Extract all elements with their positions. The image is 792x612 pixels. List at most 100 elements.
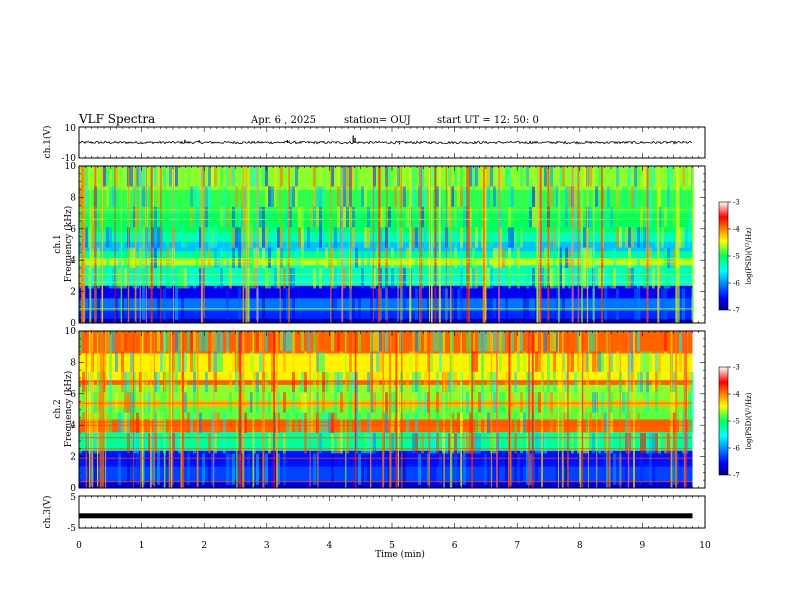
spectrogram-texture: [445, 392, 448, 413]
ch3-waveform-ylabel: ch.3(V): [42, 496, 53, 529]
spectrogram-texture: [220, 351, 223, 372]
spectrogram-texture: [334, 227, 337, 248]
spectrogram-texture: [559, 206, 562, 228]
spectrogram-texture: [469, 227, 472, 248]
spectrogram-texture: [91, 268, 94, 289]
spectrogram-texture: [688, 288, 691, 320]
spectrogram-streak: [82, 166, 85, 323]
spectrogram-streak: [150, 331, 152, 488]
spectrogram-texture: [313, 186, 316, 207]
spectrogram-texture: [364, 227, 367, 248]
spectrogram-streak: [528, 331, 530, 488]
spectrogram-texture: [451, 186, 454, 207]
spectrogram-texture: [562, 166, 565, 187]
spectrogram-texture: [529, 392, 532, 413]
spectrogram-texture: [259, 331, 262, 352]
spectrogram-texture: [376, 227, 379, 248]
spectrogram-streak: [428, 166, 430, 323]
spectrogram-texture: [364, 186, 367, 207]
spectrogram-texture: [421, 247, 424, 269]
spectrogram-texture: [355, 166, 358, 187]
spectrogram-texture: [292, 331, 295, 352]
spectrogram-texture: [271, 206, 274, 228]
spectrogram-texture: [202, 268, 205, 289]
spectrogram-texture: [166, 371, 169, 393]
spectrogram-streak: [419, 166, 421, 323]
spectrogram-texture: [445, 371, 448, 393]
spectrogram-texture: [412, 166, 415, 187]
spectrogram-texture: [583, 227, 586, 248]
spectrogram-texture: [295, 186, 298, 207]
spectrogram-texture: [490, 268, 493, 289]
spectrogram-texture: [250, 351, 253, 372]
spectrogram-texture: [544, 247, 547, 269]
spectrogram-texture: [352, 288, 355, 320]
spectrogram-texture: [364, 433, 367, 454]
spectrogram-texture: [460, 227, 463, 248]
spectrogram-texture: [673, 392, 676, 413]
spectrogram-texture: [334, 412, 337, 434]
spectrogram-texture: [82, 412, 85, 434]
spectrogram-texture: [253, 392, 256, 413]
spectrogram-texture: [127, 433, 130, 454]
spectrogram-texture: [346, 433, 349, 454]
spectrogram-streak: [97, 331, 99, 488]
spectrogram-texture: [262, 227, 265, 248]
spectrogram-texture: [616, 351, 619, 372]
time-tick-label: 0: [76, 541, 82, 551]
spectrogram-texture: [250, 268, 253, 289]
spectrogram-texture: [424, 371, 427, 393]
spectrogram-texture: [253, 247, 256, 269]
spectrogram-texture: [439, 392, 442, 413]
ch1-colorbar-gradient: [718, 201, 729, 311]
spectrogram-texture: [412, 433, 415, 454]
spectrogram-texture: [463, 453, 466, 485]
spectrogram-texture: [460, 166, 463, 187]
spectrogram-texture: [688, 227, 691, 248]
spectrogram-texture: [415, 227, 418, 248]
spectrogram-texture: [283, 453, 286, 485]
spectrogram-texture: [367, 412, 370, 434]
spectrogram-texture: [475, 166, 478, 187]
spectrogram-texture: [232, 206, 235, 228]
spectrogram-texture: [373, 433, 376, 454]
spectrogram-texture: [634, 186, 637, 207]
spectrogram-texture: [478, 331, 481, 352]
spectrogram-texture: [124, 412, 127, 434]
spectrogram-texture: [337, 206, 340, 228]
spectrogram-texture: [604, 433, 607, 454]
spectrogram-texture: [613, 453, 616, 485]
spectrogram-texture: [274, 186, 277, 207]
spectrogram-texture: [175, 331, 178, 352]
spectrogram-texture: [307, 412, 310, 434]
spectrogram-texture: [679, 412, 682, 434]
spectrogram-texture: [673, 412, 676, 434]
spectrogram-texture: [508, 166, 511, 187]
spectrogram-texture: [235, 227, 238, 248]
spectrogram-texture: [265, 331, 268, 352]
spectrogram-texture: [217, 247, 220, 269]
spectrogram-texture: [532, 206, 535, 228]
spectrogram-texture: [487, 247, 490, 269]
spectrogram-texture: [277, 227, 280, 248]
spectrogram-texture: [343, 206, 346, 228]
spectrogram-texture: [211, 453, 214, 485]
spectrogram-texture: [250, 206, 253, 228]
spectrogram-texture: [301, 227, 304, 248]
spectrogram-texture: [127, 371, 130, 393]
spectrogram-texture: [226, 166, 229, 187]
spectrogram-streak: [133, 331, 135, 488]
spectrogram-texture: [604, 268, 607, 289]
spectrogram-texture: [541, 268, 544, 289]
spectrogram-texture: [574, 206, 577, 228]
spectrogram-texture: [337, 331, 340, 352]
spectrogram-texture: [655, 433, 658, 454]
spectrogram-streak: [242, 331, 245, 488]
spectrogram-texture: [214, 268, 217, 289]
spectrogram-texture: [418, 392, 421, 413]
spectrogram-texture: [538, 351, 541, 372]
spectrogram-texture: [295, 247, 298, 269]
ch1-spectrogram-panel: 10 8 6 4 2 0 ch.1 Frequency (kHz): [53, 162, 706, 329]
spectrogram-streak: [397, 166, 399, 323]
spectrogram-texture: [415, 247, 418, 269]
